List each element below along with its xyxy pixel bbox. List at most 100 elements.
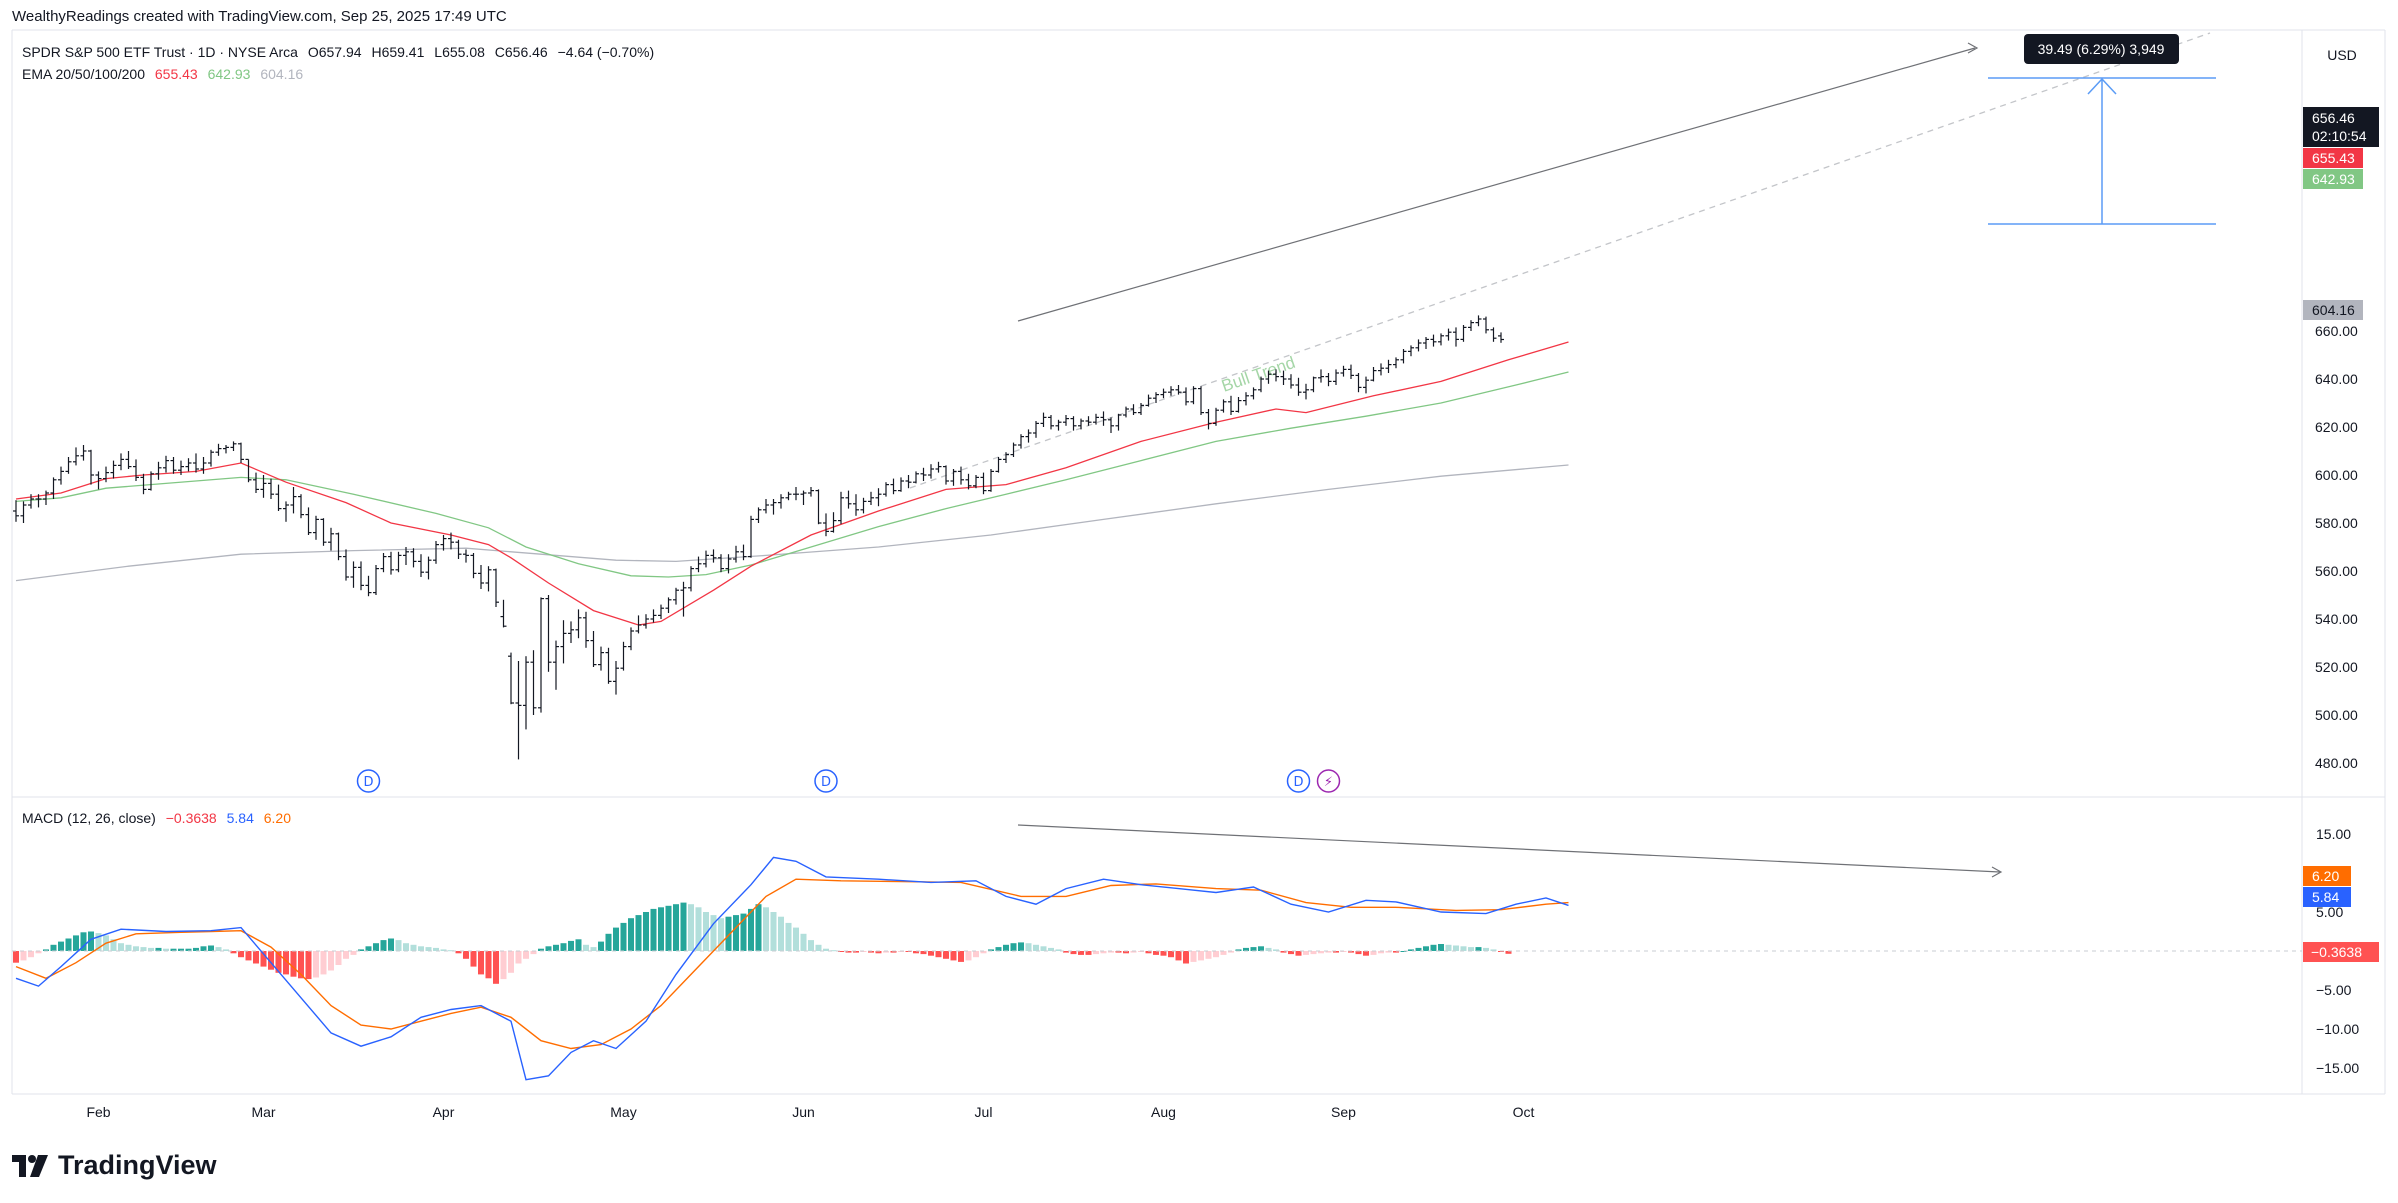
ohlc-bar[interactable] (485, 566, 492, 592)
macd-histogram-bar[interactable] (1400, 951, 1407, 952)
macd-histogram-bar[interactable] (65, 938, 72, 952)
macd-histogram-bar[interactable] (223, 949, 229, 951)
ohlc-bar[interactable] (1040, 412, 1047, 427)
ohlc-bar[interactable] (1295, 377, 1302, 396)
ohlc-bar[interactable] (1325, 373, 1332, 387)
ohlc-bar[interactable] (1498, 332, 1504, 343)
ohlc-bar[interactable] (868, 491, 874, 505)
macd-histogram-bar[interactable] (80, 932, 87, 951)
ohlc-bar[interactable] (853, 494, 859, 516)
macd-histogram-bar[interactable] (43, 949, 49, 951)
ohlc-bar[interactable] (50, 477, 57, 499)
ohlc-bar[interactable] (253, 472, 259, 493)
ohlc-bar[interactable] (1138, 403, 1144, 415)
macd-histogram-bar[interactable] (1190, 951, 1197, 962)
upper-trendline[interactable] (1017, 47, 1976, 322)
ohlc-bar[interactable] (1250, 387, 1257, 400)
ohlc-bar[interactable] (1460, 325, 1467, 342)
macd-histogram-bar[interactable] (995, 947, 1002, 951)
ohlc-bar[interactable] (1288, 374, 1294, 389)
ohlc-bar[interactable] (1160, 388, 1167, 399)
ohlc-bar[interactable] (223, 445, 229, 454)
ohlc-bar[interactable] (1055, 419, 1062, 431)
macd-histogram-bar[interactable] (740, 913, 747, 951)
ohlc-bar[interactable] (275, 484, 282, 511)
ohlc-bar[interactable] (463, 549, 469, 563)
macd-histogram-bar[interactable] (388, 938, 394, 952)
ohlc-bar[interactable] (1468, 320, 1474, 331)
ohlc-bar[interactable] (1033, 421, 1039, 438)
macd-histogram-bar[interactable] (470, 951, 477, 967)
ohlc-bar[interactable] (1310, 376, 1317, 393)
ohlc-bar[interactable] (305, 507, 312, 535)
ohlc-bar[interactable] (770, 499, 777, 515)
macd-histogram-bar[interactable] (530, 951, 537, 955)
macd-histogram-bar[interactable] (425, 947, 432, 951)
macd-histogram-bar[interactable] (628, 918, 634, 951)
macd-histogram-bar[interactable] (58, 941, 64, 951)
ohlc-bar[interactable] (635, 615, 642, 634)
ohlc-bar[interactable] (1378, 363, 1384, 376)
ohlc-bar[interactable] (440, 535, 447, 551)
time-axis[interactable]: Feb Mar Apr May Jun Jul Aug Sep Oct (86, 1104, 1534, 1120)
macd-histogram-bar[interactable] (793, 927, 799, 951)
ohlc-bar[interactable] (350, 561, 357, 588)
ohlc-bar[interactable] (860, 497, 867, 514)
macd-histogram-bar[interactable] (763, 907, 769, 951)
macd-histogram-bar[interactable] (403, 943, 409, 951)
ohlc-bar[interactable] (65, 457, 72, 474)
macd-histogram-bar[interactable] (1085, 951, 1092, 955)
macd-histogram-bar[interactable] (538, 948, 544, 951)
macd-histogram-bar[interactable] (1318, 951, 1324, 954)
macd-histogram-bar[interactable] (545, 946, 552, 951)
macd-histogram-bar[interactable] (373, 943, 379, 951)
ohlc-bar[interactable] (778, 494, 784, 509)
macd-histogram-bar[interactable] (230, 951, 237, 954)
ohlc-bar[interactable] (13, 500, 19, 522)
macd-histogram-bar[interactable] (1130, 951, 1137, 953)
ohlc-bar[interactable] (80, 445, 87, 461)
ohlc-bar[interactable] (58, 466, 64, 485)
macd-histogram-bar[interactable] (253, 951, 259, 964)
macd-histogram-bar[interactable] (883, 951, 889, 953)
macd-histogram-bar[interactable] (583, 944, 589, 951)
macd-histogram-bar[interactable] (1168, 951, 1174, 958)
ohlc-bar[interactable] (133, 459, 139, 481)
ohlc-bar[interactable] (193, 453, 199, 473)
ohlc-bar[interactable] (1340, 365, 1347, 377)
macd-histogram-bar[interactable] (418, 946, 424, 951)
macd-histogram-bar[interactable] (140, 947, 147, 951)
macd-histogram-bar[interactable] (410, 944, 417, 951)
macd-histogram-bar[interactable] (88, 931, 94, 952)
macd-histogram-bar[interactable] (1145, 951, 1152, 954)
ohlc-bar[interactable] (185, 458, 192, 472)
macd-histogram-bar[interactable] (890, 951, 897, 953)
ohlc-bar[interactable] (1018, 434, 1024, 449)
macd-histogram-bar[interactable] (1018, 942, 1024, 951)
macd-histogram-bar[interactable] (815, 944, 822, 951)
macd-histogram-bar[interactable] (748, 908, 754, 951)
macd-histogram-bar[interactable] (1423, 946, 1429, 951)
ohlc-bar[interactable] (1483, 316, 1489, 334)
ohlc-bar[interactable] (1348, 364, 1354, 379)
macd-histogram-bar[interactable] (1445, 944, 1452, 951)
macd-histogram-bar[interactable] (1475, 947, 1482, 951)
macd-histogram-bar[interactable] (703, 912, 709, 951)
ohlc-bar[interactable] (553, 640, 559, 690)
ohlc-bar[interactable] (913, 471, 919, 484)
macd-histogram-bar[interactable] (1213, 951, 1219, 958)
macd-histogram-bar[interactable] (1175, 951, 1182, 961)
ohlc-bar[interactable] (965, 473, 972, 490)
ohlc-bar[interactable] (995, 457, 1002, 473)
ohlc-bar[interactable] (1475, 315, 1482, 327)
macd-histogram-bar[interactable] (110, 939, 117, 951)
ohlc-bar[interactable] (613, 661, 619, 695)
ohlc-bar[interactable] (538, 597, 544, 713)
ohlc-bar[interactable] (1445, 328, 1452, 341)
ohlc-bar[interactable] (230, 441, 237, 451)
macd-histogram-bar[interactable] (800, 933, 807, 951)
macd-histogram-bar[interactable] (553, 944, 559, 951)
macd-histogram-bar[interactable] (500, 951, 507, 980)
macd-histogram-bar[interactable] (980, 951, 987, 954)
macd-histogram-bar[interactable] (395, 940, 402, 951)
